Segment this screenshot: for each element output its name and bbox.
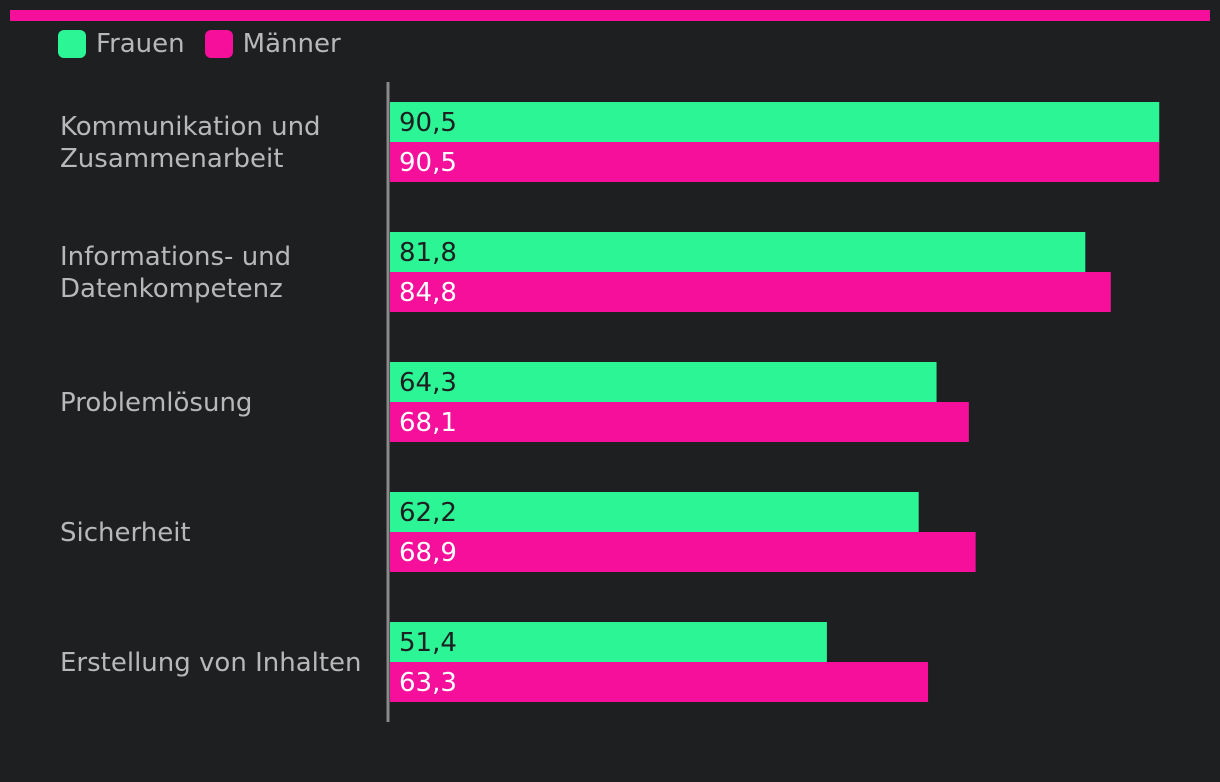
category-label-line: Kommunikation und — [60, 112, 321, 142]
bar-frauen-3[interactable] — [390, 492, 919, 532]
category-label-line: Problemlösung — [60, 388, 252, 418]
legend-swatch-frauen — [58, 30, 86, 58]
bar-frauen-1[interactable] — [390, 232, 1086, 272]
top-accent-stripe — [10, 10, 1210, 21]
data-label-frauen-4: 51,4 — [399, 628, 457, 658]
legend-item-maenner[interactable]: Männer — [204, 29, 341, 59]
bar-maenner-3[interactable] — [390, 532, 976, 572]
data-label-frauen-0: 90,5 — [399, 108, 457, 138]
category-label-line: Datenkompetenz — [60, 274, 283, 304]
bar-maenner-0[interactable] — [390, 142, 1160, 182]
data-label-frauen-1: 81,8 — [399, 238, 457, 268]
data-label-maenner-4: 63,3 — [399, 668, 457, 698]
data-label-frauen-2: 64,3 — [399, 368, 457, 398]
legend-item-frauen[interactable]: Frauen — [58, 29, 185, 59]
legend-label-maenner: Männer — [242, 29, 341, 59]
category-label-line: Zusammenarbeit — [60, 144, 283, 174]
bar-maenner-1[interactable] — [390, 272, 1111, 312]
legend-label-frauen: Frauen — [96, 29, 185, 59]
category-label-line: Sicherheit — [60, 518, 191, 548]
legend-swatch-maenner — [204, 30, 233, 58]
category-label-1: Informations- und Datenkompetenz — [60, 242, 291, 304]
data-label-maenner-2: 68,1 — [399, 408, 457, 438]
data-label-maenner-0: 90,5 — [399, 148, 457, 178]
data-label-frauen-3: 62,2 — [399, 498, 457, 528]
category-label-0: Kommunikation und Zusammenarbeit — [60, 112, 321, 174]
data-label-maenner-1: 84,8 — [399, 278, 457, 308]
category-label-2: Problemlösung — [60, 388, 252, 418]
legend: Frauen Männer — [58, 27, 361, 61]
category-label-3: Sicherheit — [60, 518, 191, 548]
category-label-line: Erstellung von Inhalten — [60, 648, 362, 678]
bar-frauen-2[interactable] — [390, 362, 937, 402]
bar-maenner-4[interactable] — [390, 662, 929, 702]
bar-frauen-4[interactable] — [390, 622, 827, 662]
data-label-maenner-3: 68,9 — [399, 538, 457, 568]
bar-maenner-2[interactable] — [390, 402, 969, 442]
category-label-line: Informations- und — [60, 242, 291, 272]
bar-frauen-0[interactable] — [390, 102, 1160, 142]
category-label-4: Erstellung von Inhalten — [60, 648, 362, 678]
